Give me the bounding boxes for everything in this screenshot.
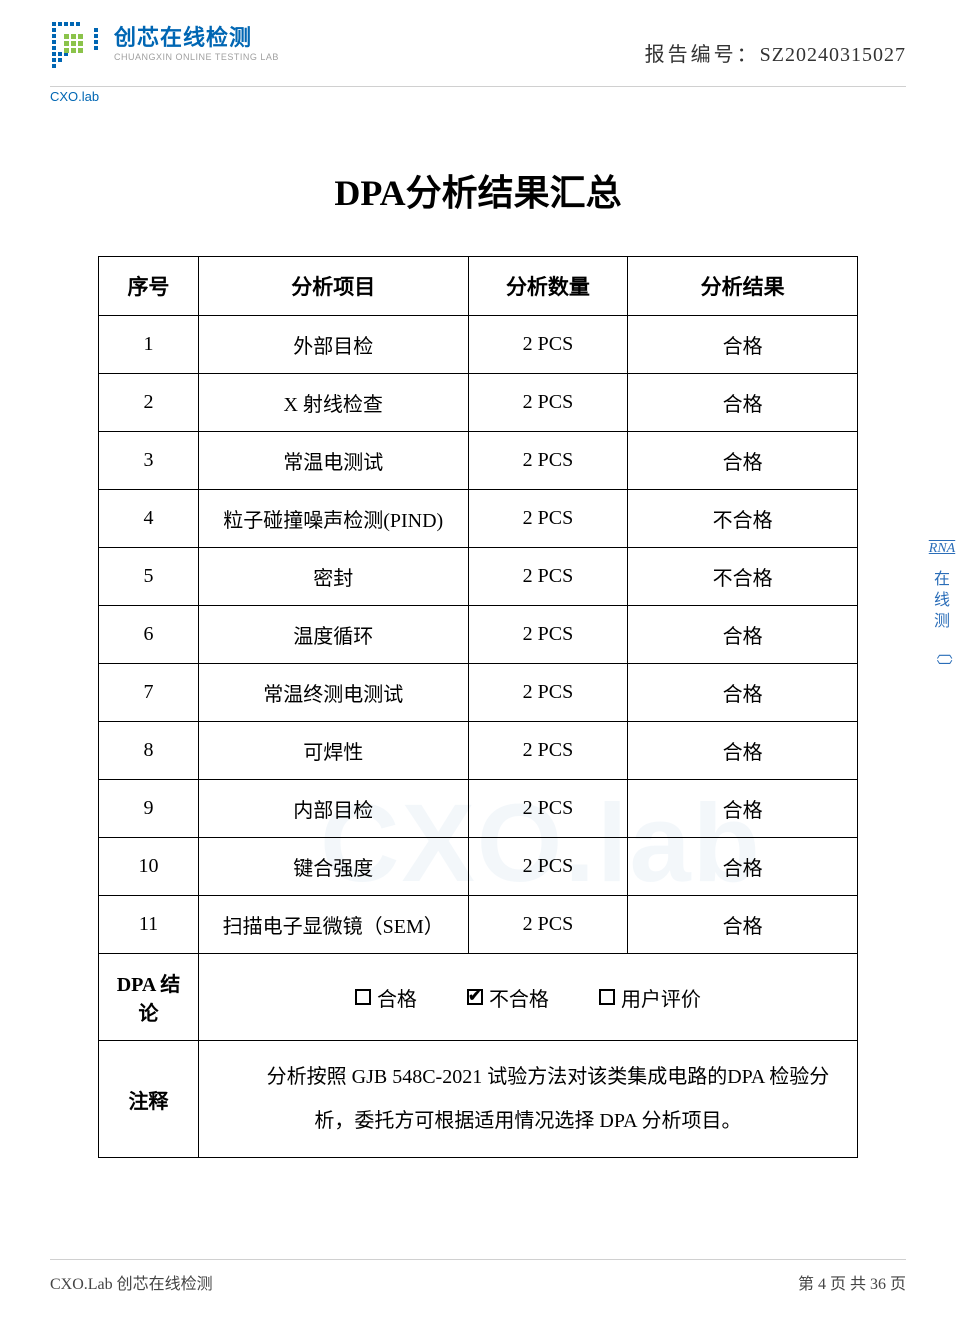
page-footer: CXO.Lab 创芯在线检测 第 4 页 共 36 页: [50, 1259, 906, 1294]
cell-item: 可焊性: [198, 722, 468, 780]
page-title: DPA分析结果汇总: [50, 164, 906, 216]
cell-qty: 2 PCS: [468, 664, 628, 722]
table-row: 5密封2 PCS不合格: [99, 548, 858, 606]
cell-item: 常温终测电测试: [198, 664, 468, 722]
cell-item: 内部目检: [198, 780, 468, 838]
cxo-lab-label: CXO.lab: [50, 89, 906, 104]
table-row: 8可焊性2 PCS合格: [99, 722, 858, 780]
cell-result: 合格: [628, 606, 858, 664]
cell-qty: 2 PCS: [468, 722, 628, 780]
table-header-row: 序号 分析项目 分析数量 分析结果: [99, 257, 858, 316]
th-qty: 分析数量: [468, 257, 628, 316]
cell-item: 扫描电子显微镜（SEM）: [198, 896, 468, 954]
report-number: 报告编号：SZ20240315027: [645, 38, 906, 67]
cell-result: 合格: [628, 374, 858, 432]
checkbox-option[interactable]: 用户评价: [599, 983, 701, 1012]
cell-qty: 2 PCS: [468, 490, 628, 548]
cell-item: X 射线检查: [198, 374, 468, 432]
th-item: 分析项目: [198, 257, 468, 316]
side-bracket-icon: 〔〕: [932, 643, 953, 671]
th-result: 分析结果: [628, 257, 858, 316]
logo-title-cn: 创芯在线检测: [114, 20, 279, 52]
table-row: 2X 射线检查2 PCS合格: [99, 374, 858, 432]
checkbox-option[interactable]: 合格: [355, 983, 417, 1012]
cell-item: 外部目检: [198, 316, 468, 374]
cell-item: 粒子碰撞噪声检测(PIND): [198, 490, 468, 548]
cell-seq: 8: [99, 722, 199, 780]
cell-result: 合格: [628, 896, 858, 954]
cell-seq: 5: [99, 548, 199, 606]
note-row: 注释 分析按照 GJB 548C-2021 试验方法对该类集成电路的DPA 检验…: [99, 1041, 858, 1158]
checkbox-label: 合格: [377, 983, 417, 1012]
conclusion-options: 合格 不合格 用户评价: [198, 954, 857, 1041]
logo-title-en: CHUANGXIN ONLINE TESTING LAB: [114, 52, 279, 62]
cell-qty: 2 PCS: [468, 316, 628, 374]
checkbox-label: 用户评价: [621, 983, 701, 1012]
cell-qty: 2 PCS: [468, 896, 628, 954]
footer-right: 第 4 页 共 36 页: [798, 1270, 906, 1294]
cell-result: 合格: [628, 722, 858, 780]
report-label: 报告编号：: [645, 44, 760, 66]
checkbox-icon: [467, 989, 483, 1005]
cell-result: 合格: [628, 316, 858, 374]
checkbox-option[interactable]: 不合格: [467, 983, 549, 1012]
cell-result: 不合格: [628, 548, 858, 606]
page-header: 创芯在线检测 CHUANGXIN ONLINE TESTING LAB 报告编号…: [50, 20, 906, 87]
checkbox-icon: [355, 989, 371, 1005]
cell-seq: 1: [99, 316, 199, 374]
note-text: 分析按照 GJB 548C-2021 试验方法对该类集成电路的DPA 检验分析，…: [198, 1041, 857, 1158]
logo-block: 创芯在线检测 CHUANGXIN ONLINE TESTING LAB: [50, 20, 279, 76]
cell-seq: 2: [99, 374, 199, 432]
footer-left: CXO.Lab 创芯在线检测: [50, 1270, 213, 1294]
checkbox-icon: [599, 989, 615, 1005]
cell-result: 合格: [628, 780, 858, 838]
cell-qty: 2 PCS: [468, 838, 628, 896]
table-row: 3常温电测试2 PCS合格: [99, 432, 858, 490]
table-row: 6温度循环2 PCS合格: [99, 606, 858, 664]
side-tab: RNA 在线 测 〔〕: [928, 540, 956, 667]
logo-icon: [50, 20, 106, 76]
cell-qty: 2 PCS: [468, 780, 628, 838]
cell-seq: 11: [99, 896, 199, 954]
side-rna: RNA: [928, 540, 956, 558]
cell-item: 温度循环: [198, 606, 468, 664]
th-seq: 序号: [99, 257, 199, 316]
table-row: 11扫描电子显微镜（SEM）2 PCS合格: [99, 896, 858, 954]
cell-seq: 9: [99, 780, 199, 838]
cell-qty: 2 PCS: [468, 374, 628, 432]
cell-seq: 6: [99, 606, 199, 664]
cell-seq: 10: [99, 838, 199, 896]
table-row: 10键合强度2 PCS合格: [99, 838, 858, 896]
cell-item: 键合强度: [198, 838, 468, 896]
side-cn1: 在线: [928, 570, 956, 612]
conclusion-label: DPA 结论: [99, 954, 199, 1041]
cell-seq: 4: [99, 490, 199, 548]
note-label: 注释: [99, 1041, 199, 1158]
table-row: 4粒子碰撞噪声检测(PIND)2 PCS不合格: [99, 490, 858, 548]
cell-qty: 2 PCS: [468, 606, 628, 664]
table-row: 9内部目检2 PCS合格: [99, 780, 858, 838]
cell-result: 合格: [628, 432, 858, 490]
cell-item: 密封: [198, 548, 468, 606]
side-cn2: 测: [928, 612, 956, 633]
cell-qty: 2 PCS: [468, 432, 628, 490]
checkbox-label: 不合格: [489, 983, 549, 1012]
cell-seq: 7: [99, 664, 199, 722]
table-row: 1外部目检2 PCS合格: [99, 316, 858, 374]
cell-item: 常温电测试: [198, 432, 468, 490]
dpa-summary-table: 序号 分析项目 分析数量 分析结果 1外部目检2 PCS合格2X 射线检查2 P…: [98, 256, 858, 1158]
table-row: 7常温终测电测试2 PCS合格: [99, 664, 858, 722]
cell-seq: 3: [99, 432, 199, 490]
report-no-value: SZ20240315027: [760, 44, 906, 66]
cell-result: 合格: [628, 838, 858, 896]
cell-result: 合格: [628, 664, 858, 722]
conclusion-row: DPA 结论 合格 不合格 用户评价: [99, 954, 858, 1041]
cell-result: 不合格: [628, 490, 858, 548]
cell-qty: 2 PCS: [468, 548, 628, 606]
